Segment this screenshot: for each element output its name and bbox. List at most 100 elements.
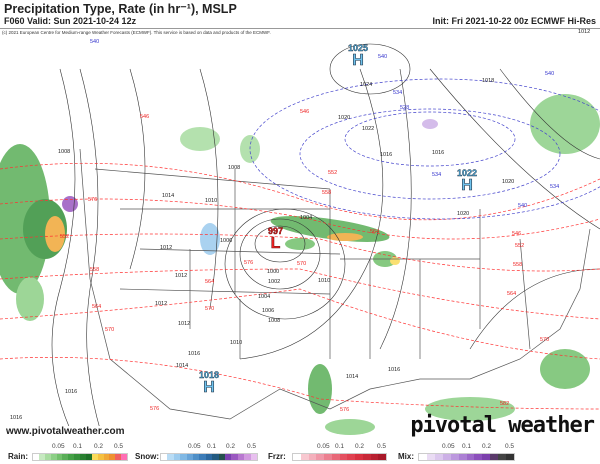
low-pressure-center: 997 L — [268, 226, 284, 252]
colorbar-swatch — [97, 454, 104, 460]
thickness-label: 546 — [300, 109, 310, 115]
high-pressure-center: 1025 H — [348, 43, 369, 69]
thickness-label: 576 — [244, 260, 254, 266]
colorbar-swatch — [50, 454, 57, 460]
colorbar-swatch — [308, 454, 317, 460]
isobar-label: 1014 — [176, 363, 189, 369]
precip-area — [285, 238, 315, 250]
colorbar-swatch — [442, 454, 451, 460]
colorbar-swatch — [331, 454, 340, 460]
colorbar-swatch — [498, 454, 507, 460]
colorbar-swatch — [244, 454, 251, 460]
center-pressure: 997 — [268, 226, 284, 236]
isobar-label: 1006 — [220, 238, 233, 244]
colorbar-swatch — [250, 454, 258, 460]
isobar-label: 1020 — [338, 115, 351, 121]
isobar-label: 1010 — [230, 340, 243, 346]
mix-colorbar — [418, 453, 515, 461]
thickness-label: 576 — [150, 406, 160, 412]
valid-time: F060 Valid: Sun 2021-10-24 12z — [4, 16, 137, 26]
center-pressure: 1025 — [348, 43, 369, 53]
center-type: H — [461, 177, 473, 194]
isobar-label: 1012 — [175, 273, 188, 279]
thickness-label: 564 — [370, 229, 380, 235]
map-title: Precipitation Type, Rate (in hr⁻¹), MSLP — [4, 2, 237, 16]
thickness-label: 564 — [205, 279, 215, 285]
colorbar-swatch — [62, 454, 69, 460]
colorbar-swatch — [115, 454, 122, 460]
center-type: H — [352, 52, 364, 69]
colorbar-swatch — [426, 454, 435, 460]
colorbar-swatch — [56, 454, 63, 460]
isobar-label: 1022 — [362, 126, 375, 132]
colorbar-swatch — [434, 454, 443, 460]
colorbar-swatch — [490, 454, 499, 460]
thickness-label: 528 — [400, 105, 410, 111]
isobars — [51, 43, 600, 430]
colorbar-swatch — [300, 454, 309, 460]
thickness-label: 564 — [92, 304, 102, 310]
colorbar-swatch — [370, 454, 379, 460]
isobar-label: 1010 — [318, 278, 331, 284]
mix-tick: 0.05 — [442, 443, 455, 450]
colorbar-swatch — [38, 454, 45, 460]
isobar-label: 1004 — [258, 294, 271, 300]
isobar-label: 1008 — [268, 318, 281, 324]
frzr-colorbar — [292, 453, 387, 461]
frzr-tick: 0.5 — [377, 443, 387, 450]
thickness-blue — [249, 78, 600, 220]
website-link[interactable]: www.pivotalweather.com — [4, 426, 127, 438]
rain-tick: 0.1 — [73, 443, 83, 450]
precip-new-england — [530, 94, 600, 154]
isobar-label: 1006 — [262, 308, 275, 314]
colorbar-swatch — [419, 454, 427, 460]
center-type: L — [270, 235, 281, 252]
colorbar-swatch — [109, 454, 116, 460]
isobar-label: 1020 — [457, 211, 470, 217]
snow-tick: 0.05 — [188, 443, 201, 450]
colorbar-swatch — [180, 454, 187, 460]
frzr-tick: 0.2 — [355, 443, 365, 450]
colorbar-swatch — [173, 454, 181, 460]
precip-area — [540, 349, 590, 389]
colorbar-swatch — [193, 454, 200, 460]
precip-area — [327, 233, 363, 241]
thickness-label: 552 — [515, 243, 525, 249]
mix-tick: 0.5 — [505, 443, 515, 450]
rain-colorbar — [32, 453, 128, 461]
isobar-label: 1024 — [360, 82, 373, 88]
colorbar-swatch — [68, 454, 75, 460]
colorbar-swatch — [121, 454, 127, 460]
center-type: H — [203, 379, 215, 396]
colorbar-swatch — [458, 454, 467, 460]
thickness-label: 540 — [378, 54, 388, 60]
high-pressure-center: 1022 H — [457, 168, 477, 194]
mix-label: Mix: — [398, 452, 414, 461]
thickness-label: 558 — [322, 190, 332, 196]
thickness-label: 546 — [512, 231, 522, 237]
thickness-label: 552 — [60, 234, 70, 240]
precip-area — [45, 216, 65, 252]
rain-tick: 0.05 — [52, 443, 65, 450]
precip-area — [390, 257, 400, 265]
thickness-label: 564 — [507, 291, 517, 297]
snow-colorbar — [160, 453, 258, 461]
thickness-label: 558 — [90, 267, 100, 273]
colorbar-swatch — [482, 454, 491, 460]
mix-tick: 0.1 — [462, 443, 472, 450]
isobar-label: 1014 — [162, 193, 175, 199]
map-canvas — [0, 43, 600, 435]
weather-map[interactable]: (c) 2021 European Centre for Medium-rang… — [0, 28, 600, 440]
frzr-tick: 0.05 — [317, 443, 330, 450]
colorbar-swatch — [33, 454, 39, 460]
isobar-label: 1020 — [502, 179, 515, 185]
thickness-red — [0, 162, 600, 410]
thickness-label: 534 — [393, 90, 403, 96]
colorbar-swatch — [474, 454, 483, 460]
isobar-label: 1012 — [160, 245, 173, 251]
isobar-label: 1016 — [388, 367, 401, 373]
thickness-label: 582 — [500, 401, 510, 407]
thickness-label: 570 — [205, 306, 215, 312]
colorbar-swatch — [339, 454, 348, 460]
snow-label: Snow: — [135, 452, 159, 461]
